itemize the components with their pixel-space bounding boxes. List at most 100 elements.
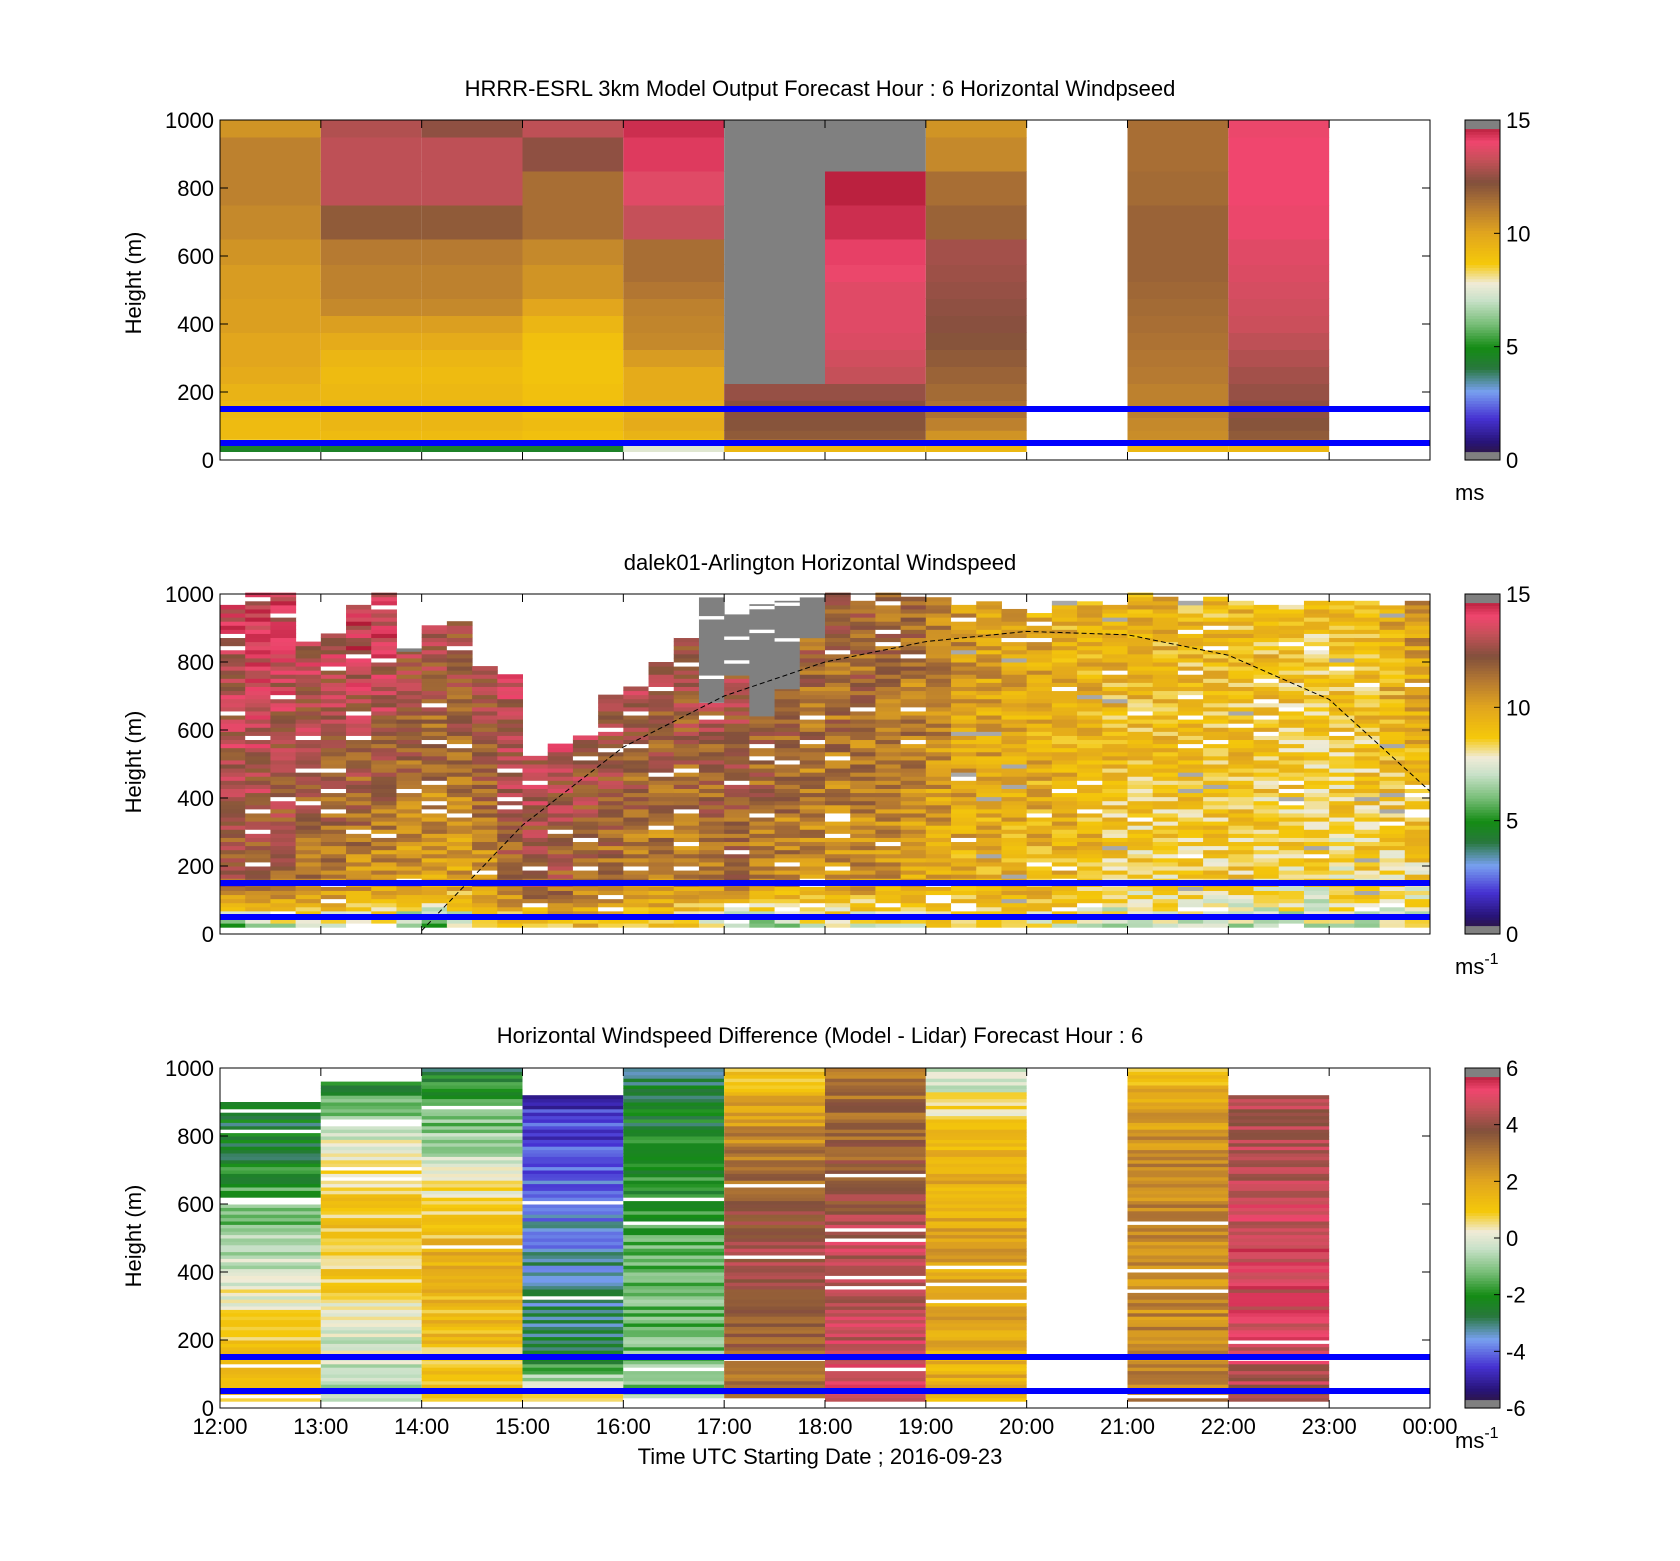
heatmap-cell (825, 592, 851, 598)
heatmap-cell (850, 812, 876, 818)
heatmap-cell (900, 657, 927, 663)
heatmap-cell (976, 698, 1002, 704)
heatmap-cell (421, 1166, 523, 1171)
heatmap-cell (1228, 1190, 1330, 1195)
heatmap-cell (320, 784, 347, 789)
heatmap-cell (1253, 604, 1280, 610)
heatmap-cell (371, 617, 397, 622)
heatmap-cell (825, 1214, 926, 1219)
heatmap-cell (220, 829, 246, 834)
heatmap-cell (724, 890, 750, 896)
heatmap-cell (295, 808, 322, 814)
heatmap-cell (1127, 1085, 1229, 1089)
heatmap-cell (749, 849, 776, 855)
heatmap-cell (446, 792, 473, 798)
colorbar-cell (1465, 710, 1500, 714)
heatmap-cell (1329, 829, 1355, 834)
heatmap-cell (396, 919, 423, 924)
heatmap-cell (1051, 861, 1078, 867)
heatmap-cell (925, 710, 952, 716)
heatmap-cell (522, 1204, 624, 1208)
heatmap-cell (1026, 686, 1053, 692)
heatmap-cell (320, 1088, 422, 1093)
heatmap-cell (925, 444, 1027, 452)
heatmap-cell (850, 837, 876, 843)
heatmap-cell (320, 837, 347, 843)
heatmap-cell (698, 747, 725, 753)
heatmap-cell (1228, 674, 1255, 679)
heatmap-cell (1329, 923, 1355, 928)
heatmap-cell (1152, 625, 1179, 630)
colorbar-tick-label: 5 (1506, 809, 1518, 834)
panel-difference: Horizontal Windspeed Difference (Model -… (121, 1023, 1526, 1453)
heatmap-cell (825, 641, 851, 647)
heatmap-cell (472, 784, 498, 789)
heatmap-cell (220, 1265, 321, 1270)
heatmap-cell (1102, 617, 1128, 622)
heatmap-cell (673, 890, 700, 896)
heatmap-cell (421, 1343, 523, 1348)
y-tick-label: 1000 (165, 582, 214, 607)
heatmap-cell (1127, 1088, 1229, 1093)
heatmap-cell (724, 1081, 825, 1086)
heatmap-cell (1228, 653, 1255, 659)
heatmap-cell (1329, 890, 1355, 896)
heatmap-cell (1278, 890, 1305, 896)
heatmap-cell (220, 674, 246, 679)
heatmap-cell (522, 890, 549, 896)
heatmap-cell (598, 735, 624, 741)
heatmap-cell (598, 829, 624, 834)
heatmap-cell (623, 1102, 725, 1106)
heatmap-cell (875, 739, 902, 745)
heatmap-cell (1329, 784, 1355, 789)
heatmap-cell (623, 751, 650, 757)
heatmap-cell (1329, 608, 1355, 614)
heatmap-cell (1127, 1108, 1229, 1113)
heatmap-cell (1228, 817, 1255, 822)
heatmap-cell (598, 910, 624, 916)
heatmap-cell (320, 1146, 422, 1151)
heatmap-cell (1303, 604, 1330, 610)
heatmap-cell (648, 910, 675, 916)
heatmap-cell (925, 1210, 1027, 1215)
heatmap-cell (1127, 845, 1154, 851)
heatmap-cell (900, 604, 927, 610)
heatmap-cell (850, 764, 876, 769)
heatmap-cell (295, 710, 322, 716)
heatmap-cell (1077, 694, 1103, 700)
heatmap-cell (598, 817, 624, 822)
heatmap-cell (749, 792, 776, 798)
heatmap-cell (1228, 120, 1330, 138)
heatmap-cell (245, 874, 271, 879)
heatmap-cell (749, 727, 776, 732)
heatmap-cell (976, 674, 1002, 679)
heatmap-cell (320, 776, 347, 781)
heatmap-cell (925, 1261, 1027, 1266)
heatmap-cell (1203, 641, 1229, 647)
heatmap-cell (270, 710, 297, 716)
heatmap-cell (1379, 662, 1406, 667)
heatmap-cell (270, 784, 297, 789)
heatmap-cell (623, 1360, 725, 1365)
heatmap-cell (270, 849, 297, 855)
heatmap-cell (925, 923, 952, 928)
heatmap-cell (1278, 682, 1305, 687)
heatmap-cell (1026, 731, 1053, 736)
heatmap-cell (1278, 641, 1305, 647)
heatmap-cell (245, 674, 271, 679)
heatmap-cell (270, 906, 297, 912)
heatmap-cell (799, 796, 826, 802)
heatmap-cell (220, 723, 246, 728)
colorbar-cell (1465, 324, 1500, 328)
heatmap-cell (1228, 837, 1255, 843)
heatmap-cell (1329, 886, 1355, 891)
heatmap-cell (925, 1282, 1027, 1287)
heatmap-cell (1152, 678, 1179, 683)
heatmap-cell (875, 853, 902, 859)
heatmap-cell (1001, 694, 1028, 700)
heatmap-cell (724, 808, 750, 814)
heatmap-cell (875, 764, 902, 769)
heatmap-cell (925, 617, 952, 622)
heatmap-cell (1127, 910, 1154, 916)
heatmap-cell (522, 1108, 624, 1113)
